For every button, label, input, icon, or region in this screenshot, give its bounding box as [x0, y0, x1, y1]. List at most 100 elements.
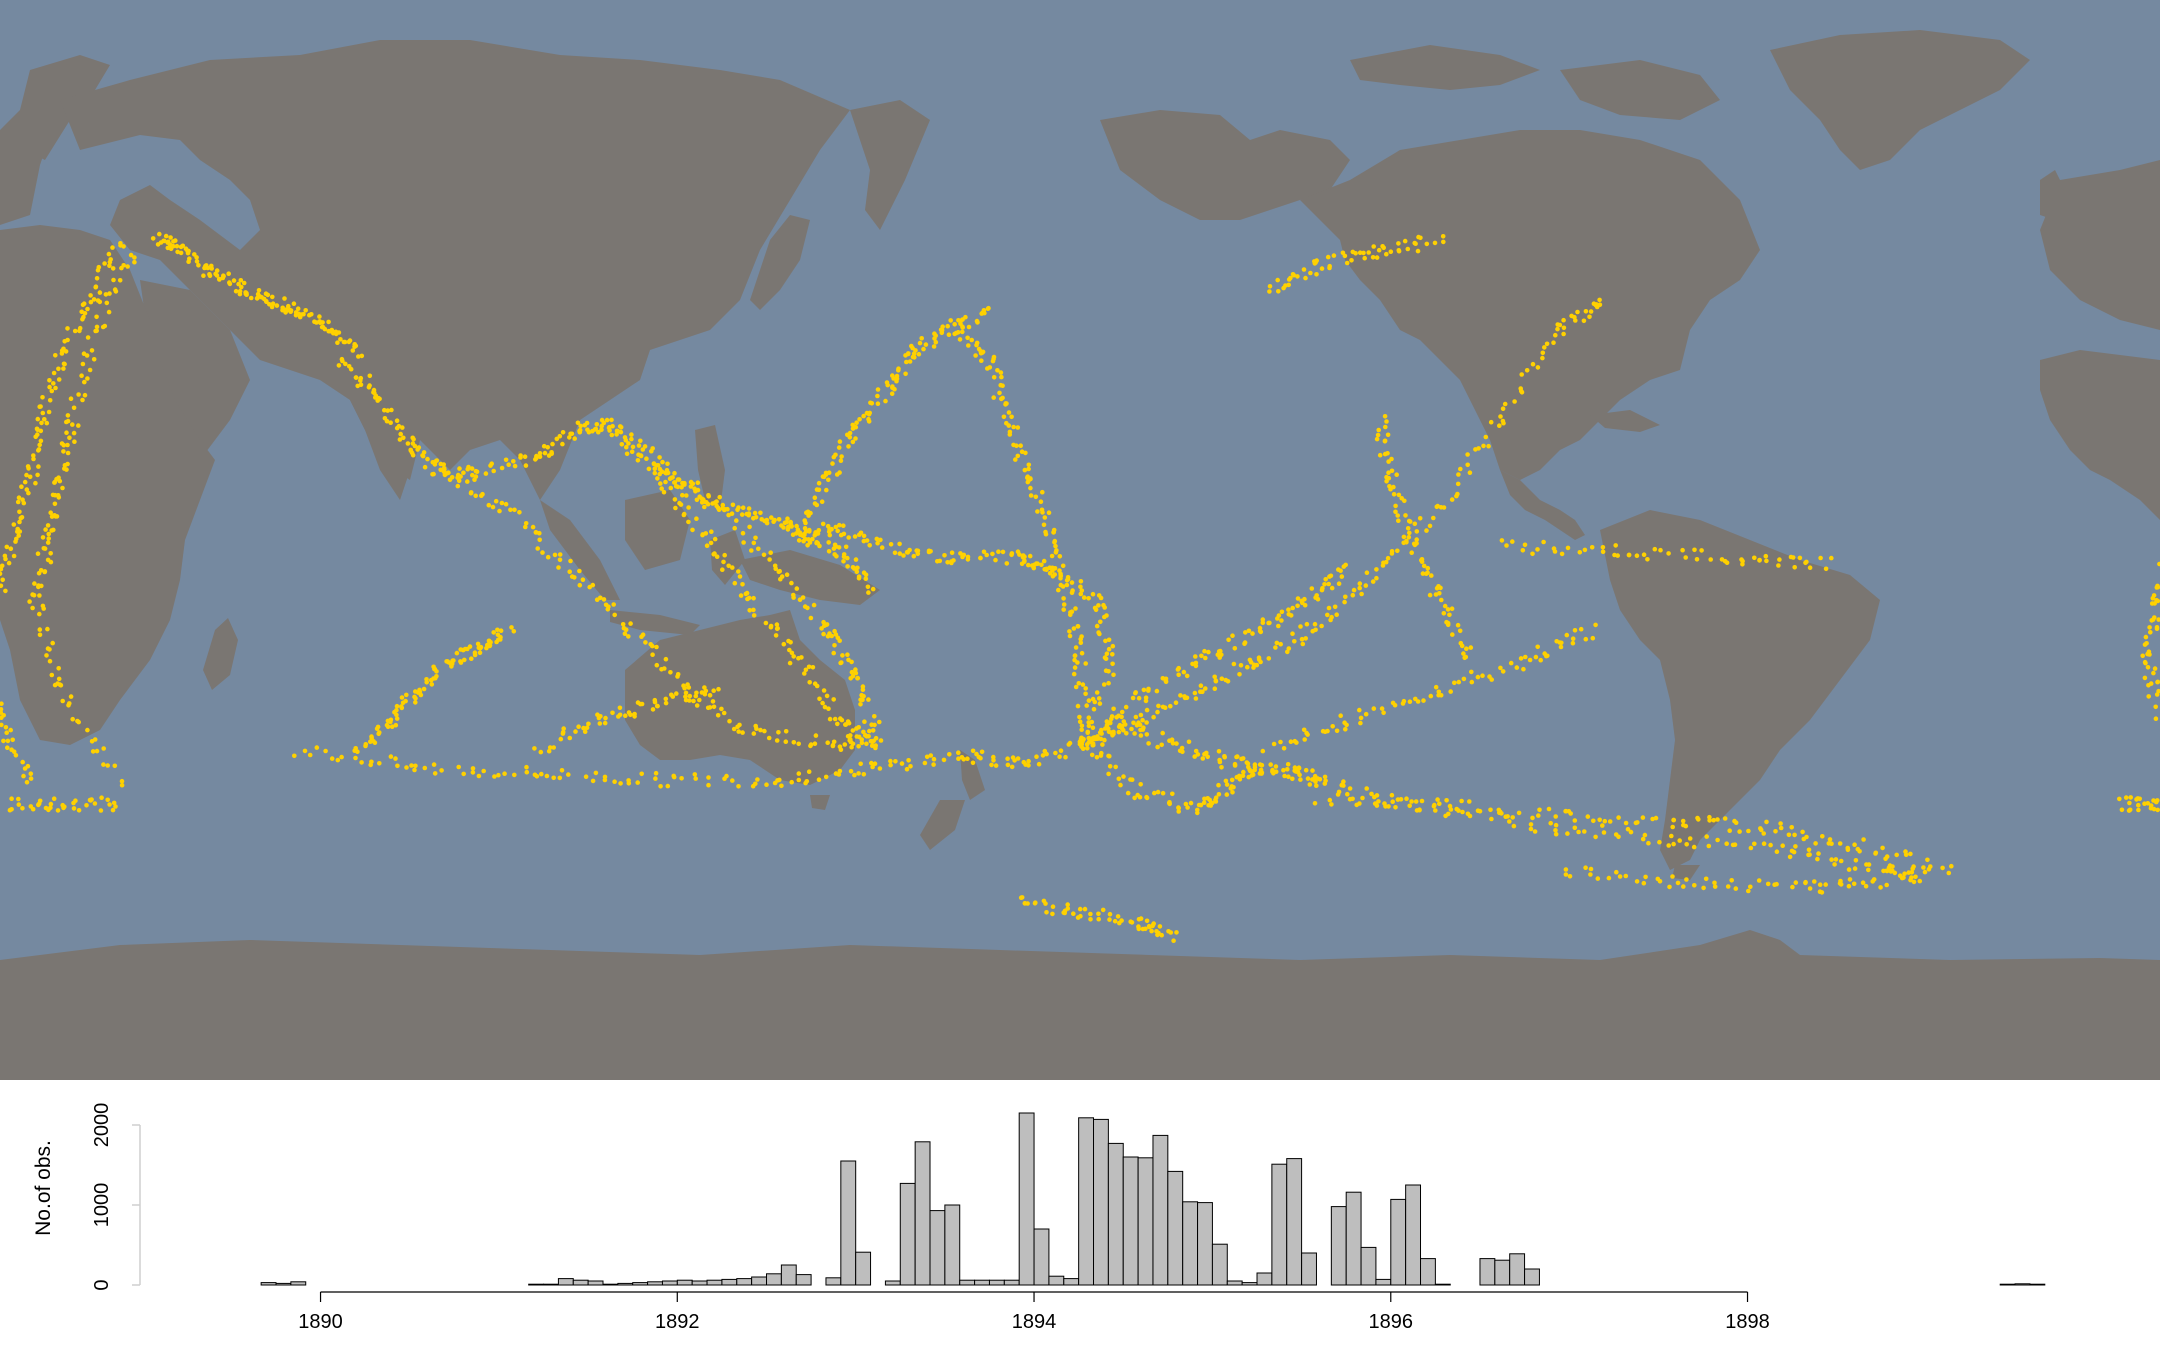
observation-point [1332, 604, 1338, 610]
observation-point [632, 711, 637, 717]
observation-point [621, 625, 627, 631]
observation-point [1083, 691, 1088, 697]
observation-point [270, 294, 275, 300]
observation-point [746, 595, 752, 601]
observation-point [682, 482, 687, 487]
observation-point [576, 724, 581, 729]
observation-point [573, 729, 578, 734]
observation-point [888, 762, 893, 768]
observation-point [1004, 401, 1009, 406]
observation-point [753, 535, 758, 541]
observation-point [231, 278, 237, 283]
observation-point [48, 805, 53, 811]
observation-point [1036, 761, 1042, 767]
observation-point [1866, 867, 1871, 873]
observation-point [119, 782, 125, 788]
observation-point [1612, 552, 1617, 558]
observation-point [1908, 851, 1913, 857]
observation-point [560, 729, 566, 735]
observation-point [1106, 771, 1111, 777]
observation-point [1804, 834, 1809, 840]
observation-point [549, 450, 554, 455]
observation-point [1018, 443, 1023, 449]
observation-point [872, 761, 878, 766]
observation-point [1532, 829, 1538, 834]
observation-point [1090, 725, 1096, 730]
observation-point [1683, 823, 1689, 829]
observation-point [1343, 594, 1348, 600]
observation-point [965, 554, 971, 560]
observation-point [1382, 438, 1388, 444]
observation-point [1054, 548, 1059, 553]
observation-point [788, 522, 794, 527]
observation-point [1026, 466, 1031, 472]
histogram-bar [736, 1278, 753, 1286]
observation-point [537, 530, 542, 536]
observation-point [1329, 585, 1335, 591]
observation-point [54, 514, 60, 519]
observation-point [839, 454, 844, 459]
observation-point [76, 719, 81, 725]
observation-point [24, 472, 29, 478]
observation-point [1692, 547, 1697, 553]
observation-point [739, 512, 745, 517]
observation-point [411, 436, 416, 442]
observation-point [301, 311, 306, 317]
observation-point [835, 721, 840, 727]
observation-point [94, 276, 100, 281]
observation-point [1444, 798, 1449, 803]
observation-point [1179, 745, 1185, 751]
observation-point [1498, 414, 1503, 419]
observation-point [1080, 682, 1086, 687]
observation-point [119, 778, 125, 784]
observation-point [1522, 542, 1528, 548]
observation-point [1035, 509, 1040, 514]
observation-point [1595, 876, 1601, 881]
observation-point [922, 760, 928, 766]
observation-point [1286, 607, 1291, 612]
observation-point [1395, 513, 1400, 518]
observation-point [1334, 728, 1340, 734]
observation-point [288, 309, 294, 315]
observation-point [40, 410, 46, 416]
observation-point [1193, 660, 1199, 666]
observation-point [1009, 414, 1014, 420]
observation-point [848, 739, 854, 745]
observation-point [1314, 783, 1319, 788]
land-masses [0, 30, 2160, 1080]
observation-point [712, 536, 718, 542]
observation-point [2155, 798, 2160, 803]
observation-point [1006, 423, 1012, 428]
observation-point [343, 361, 348, 367]
observation-point [1431, 515, 1436, 521]
observation-point [846, 535, 851, 540]
histogram-bar [929, 1210, 946, 1286]
observation-point [1813, 841, 1818, 846]
observation-point [976, 346, 982, 352]
observation-point [1199, 653, 1204, 659]
observation-point [568, 558, 573, 564]
observation-point [56, 495, 62, 500]
observation-point [1737, 829, 1742, 834]
observation-point [1764, 558, 1769, 564]
observation-point [1096, 911, 1101, 917]
observation-point [38, 428, 44, 434]
landmass-kamchatka [850, 100, 930, 230]
observation-point [37, 611, 42, 617]
observation-point [518, 453, 523, 458]
observation-point [1564, 632, 1570, 638]
observation-point [1455, 481, 1461, 487]
observation-point [1429, 573, 1434, 578]
observation-point [665, 783, 671, 789]
observation-point [966, 324, 972, 330]
observation-point [37, 442, 42, 448]
observation-point [1302, 737, 1307, 742]
observation-point [706, 782, 711, 788]
observation-point [1866, 862, 1872, 867]
observation-point [911, 553, 917, 559]
histogram-bar [1509, 1253, 1526, 1286]
observation-point [1050, 904, 1056, 909]
observation-point [724, 773, 729, 779]
observation-point [740, 530, 746, 536]
observation-point [31, 453, 36, 458]
